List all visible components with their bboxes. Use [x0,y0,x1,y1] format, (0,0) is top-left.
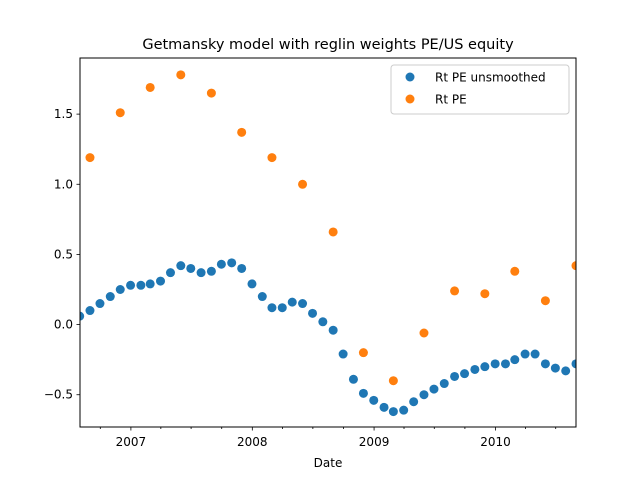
data-point [257,292,267,302]
x-tick-label: 2007 [116,435,147,449]
data-point [450,371,460,381]
data-point [136,280,146,290]
x-axis: 2007 2008 2009 2010 [99,427,557,449]
y-tick-label: 0.0 [54,318,73,332]
data-point [126,280,136,290]
data-point [500,359,510,369]
data-point [105,292,115,302]
data-point [328,227,338,237]
data-point [379,402,389,412]
data-point [237,263,247,273]
data-point [460,369,470,379]
data-point [237,127,247,137]
data-point [267,153,277,163]
legend-marker [405,94,415,104]
legend-label: Rt PE [435,93,467,107]
data-point [419,328,429,338]
data-point [358,348,368,358]
data-point [145,82,155,92]
data-point [571,261,576,271]
data-point [318,317,328,327]
data-point [298,179,308,189]
data-point [450,286,460,296]
data-point [429,384,439,394]
y-tick-label: 1.0 [54,177,73,191]
data-point [186,263,196,273]
legend-label: Rt PE unsmoothed [435,71,546,85]
data-point [308,308,318,318]
data-point [358,388,368,398]
y-tick-label: 0.5 [54,247,73,261]
data-point [540,359,550,369]
data-point [206,266,216,276]
plot-frame [79,57,577,428]
data-point [530,349,540,359]
data-point [227,258,237,268]
x-tick-label: 2009 [359,435,390,449]
data-point [510,355,520,365]
data-point [298,299,308,309]
data-point [156,276,166,286]
x-tick-label: 2008 [237,435,268,449]
data-point [287,297,297,307]
data-point [176,261,186,271]
data-point [80,311,85,321]
data-point [348,374,358,384]
data-point [165,268,175,278]
series-1 [85,70,576,386]
data-point [490,359,500,369]
legend-marker [405,72,415,82]
data-point [145,279,155,289]
legend-box [390,64,570,115]
data-point [85,153,95,163]
data-point [480,362,490,372]
chart-title: Getmansky model with reglin weights PE/U… [142,37,514,53]
data-point [247,279,257,289]
data-point [176,70,186,80]
x-tick-label: 2010 [480,435,511,449]
data-point [409,397,419,407]
data-point [206,88,216,98]
data-point [510,266,520,276]
data-point [520,349,530,359]
data-point [540,296,550,306]
data-point [388,376,398,386]
y-tick-label: −0.5 [44,388,73,402]
legend: Rt PE unsmoothed Rt PE [390,64,570,115]
data-point [95,299,105,309]
data-point [216,259,226,269]
data-point [470,364,480,374]
data-point [196,268,206,278]
data-point [338,349,348,359]
data-point [115,108,125,118]
data-point [267,303,277,313]
data-point [480,289,490,299]
data-point [571,359,576,369]
data-points [80,70,576,417]
data-point [388,407,398,417]
data-point [550,363,560,373]
y-axis: −0.5 0.0 0.5 1.0 1.5 [44,107,80,402]
data-point [115,285,125,295]
data-point [399,405,409,415]
data-point [419,390,429,400]
y-tick-label: 1.5 [54,107,73,121]
data-point [277,303,287,313]
data-point [328,325,338,335]
data-point [439,379,449,389]
data-point [85,306,95,316]
data-point [561,366,571,376]
data-point [369,395,379,405]
series-0 [80,258,576,417]
x-axis-label: Date [314,456,343,470]
